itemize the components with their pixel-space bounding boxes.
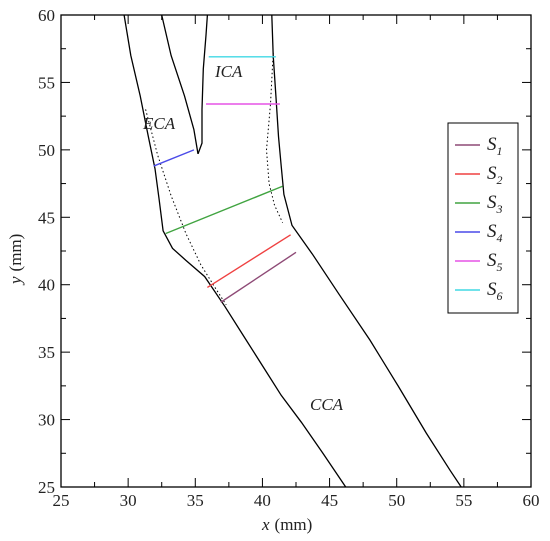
- axis-ticks: 25 30 35 40 45 50 55 60 25 30 35 40 45 50 55 60: [38, 6, 540, 510]
- legend-label-s3: S3: [487, 192, 503, 216]
- region-label-eca: ECA: [142, 114, 176, 133]
- x-tick-label: 60: [523, 491, 540, 510]
- outer-wall-left: [123, 14, 347, 488]
- segment-s1: [220, 251, 297, 303]
- x-axis-title: x (mm): [261, 515, 312, 534]
- vessel-walls: [123, 14, 462, 488]
- y-tick-label: 45: [38, 208, 55, 227]
- dotted-centerline-left: [145, 109, 227, 306]
- y-tick-label: 60: [38, 6, 55, 25]
- x-tick-label: 30: [120, 491, 137, 510]
- y-tick-label: 35: [38, 343, 55, 362]
- cross-section-lines: [153, 56, 297, 303]
- x-tick-label: 55: [455, 491, 472, 510]
- segment-s2: [206, 234, 292, 289]
- region-label-ica: ICA: [214, 62, 243, 81]
- ica-inner-wall: [197, 14, 209, 155]
- legend-label-s4: S4: [487, 221, 503, 245]
- legend-label-s2: S2: [487, 163, 503, 187]
- eca-inner-wall: [161, 14, 199, 155]
- legend-items: S1 S2 S3 S4 S5 S6: [455, 134, 503, 303]
- y-tick-label: 30: [38, 411, 55, 430]
- y-tick-label: 40: [38, 276, 55, 295]
- y-tick-label: 50: [38, 141, 55, 160]
- segment-s3: [165, 185, 283, 235]
- legend-label-s5: S5: [487, 250, 503, 274]
- legend-label-s6: S6: [487, 279, 503, 303]
- y-tick-label: 55: [38, 73, 55, 92]
- legend-box: [447, 122, 519, 314]
- segment-s4: [153, 149, 195, 167]
- x-tick-label: 25: [53, 491, 70, 510]
- legend-label-s1: S1: [487, 134, 503, 158]
- outer-wall-right: [271, 14, 462, 488]
- region-label-cca: CCA: [310, 395, 344, 414]
- x-tick-label: 50: [388, 491, 405, 510]
- legend: S1 S2 S3 S4 S5 S6: [447, 122, 519, 314]
- y-tick-label: 25: [38, 478, 55, 497]
- x-tick-label: 45: [321, 491, 338, 510]
- x-tick-label: 40: [254, 491, 271, 510]
- y-axis-title: y(mm): [6, 234, 25, 286]
- dotted-centerline-right: [265, 52, 284, 223]
- x-tick-label: 35: [187, 491, 204, 510]
